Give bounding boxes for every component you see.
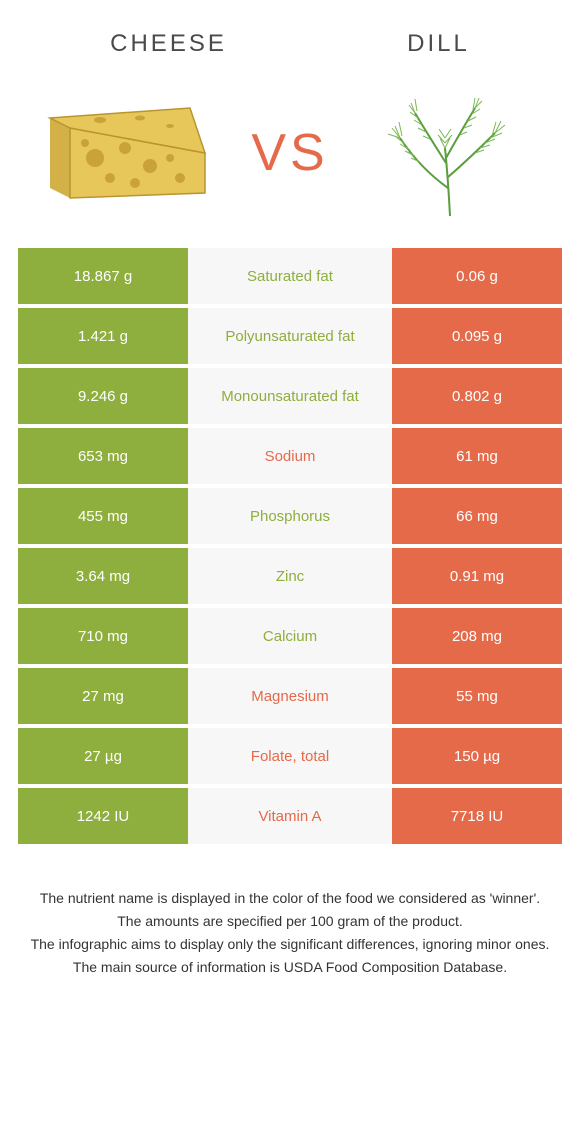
cheese-value: 455 mg [18,488,188,544]
nutrient-table: 18.867 gSaturated fat0.06 g1.421 gPolyun… [0,248,580,844]
cheese-value: 710 mg [18,608,188,664]
cheese-value: 9.246 g [18,368,188,424]
footer-line: The infographic aims to display only the… [30,934,550,955]
table-row: 710 mgCalcium208 mg [18,608,562,664]
vs-label: VS [251,123,328,183]
dill-value: 0.06 g [392,248,562,304]
cheese-value: 1.421 g [18,308,188,364]
nutrient-label: Monounsaturated fat [188,368,392,424]
footer-line: The main source of information is USDA F… [30,957,550,978]
footer-line: The nutrient name is displayed in the co… [30,888,550,909]
table-row: 3.64 mgZinc0.91 mg [18,548,562,604]
dill-value: 7718 IU [392,788,562,844]
cheese-value: 27 mg [18,668,188,724]
table-row: 653 mgSodium61 mg [18,428,562,484]
dill-value: 208 mg [392,608,562,664]
nutrient-label: Saturated fat [188,248,392,304]
cheese-value: 653 mg [18,428,188,484]
images-row: VS [0,78,580,248]
table-row: 455 mgPhosphorus66 mg [18,488,562,544]
table-row: 18.867 gSaturated fat0.06 g [18,248,562,304]
nutrient-label: Vitamin A [188,788,392,844]
table-row: 9.246 gMonounsaturated fat0.802 g [18,368,562,424]
table-row: 1242 IUVitamin A7718 IU [18,788,562,844]
dill-value: 0.802 g [392,368,562,424]
cheese-value: 1242 IU [18,788,188,844]
dill-value: 0.095 g [392,308,562,364]
nutrient-label: Zinc [188,548,392,604]
dill-value: 55 mg [392,668,562,724]
title-cheese: Cheese [110,30,227,58]
nutrient-label: Folate, total [188,728,392,784]
nutrient-label: Calcium [188,608,392,664]
nutrient-label: Phosphorus [188,488,392,544]
cheese-value: 27 µg [18,728,188,784]
nutrient-label: Polyunsaturated fat [188,308,392,364]
cheese-image [40,88,220,218]
nutrient-label: Sodium [188,428,392,484]
cheese-value: 18.867 g [18,248,188,304]
dill-image [360,88,540,218]
table-row: 1.421 gPolyunsaturated fat0.095 g [18,308,562,364]
table-row: 27 mgMagnesium55 mg [18,668,562,724]
table-row: 27 µgFolate, total150 µg [18,728,562,784]
nutrient-label: Magnesium [188,668,392,724]
dill-value: 150 µg [392,728,562,784]
dill-value: 61 mg [392,428,562,484]
footer-notes: The nutrient name is displayed in the co… [0,848,580,1000]
dill-value: 66 mg [392,488,562,544]
title-dill: Dill [407,30,470,58]
dill-value: 0.91 mg [392,548,562,604]
cheese-value: 3.64 mg [18,548,188,604]
footer-line: The amounts are specified per 100 gram o… [30,911,550,932]
header: Cheese Dill [0,0,580,78]
